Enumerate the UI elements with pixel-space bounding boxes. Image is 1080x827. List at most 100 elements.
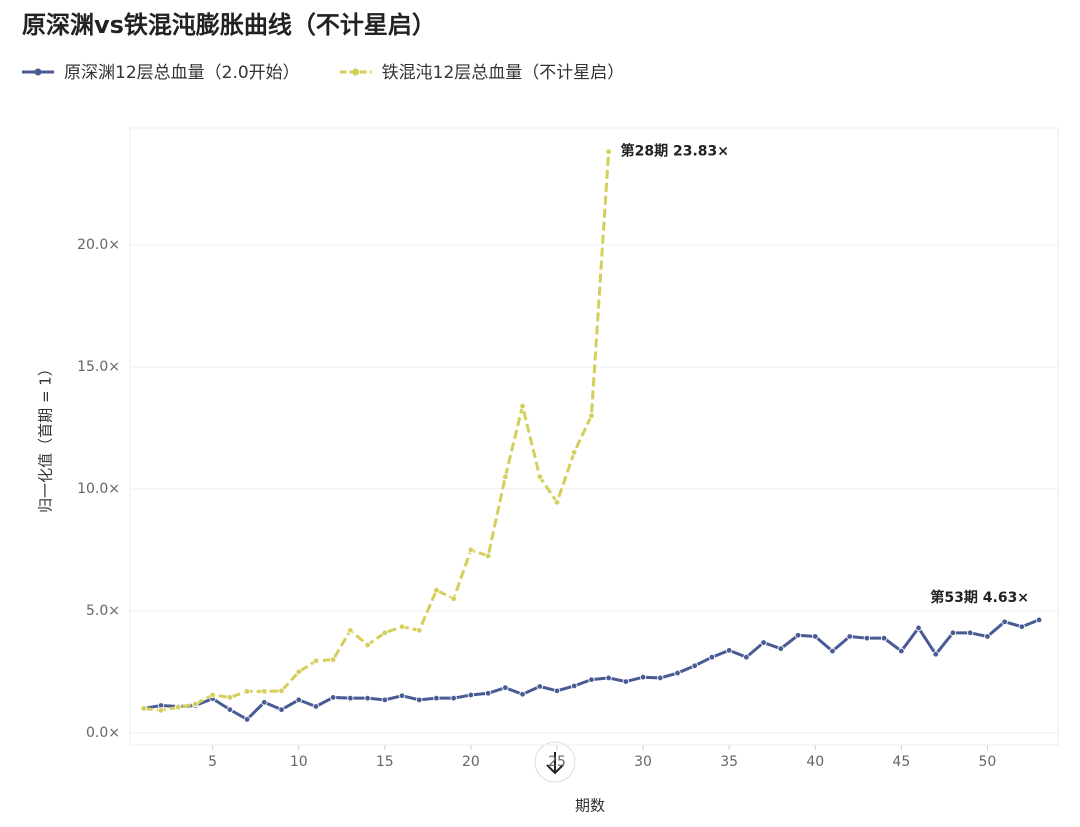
scroll-down-button[interactable] <box>534 741 576 783</box>
data-point <box>261 699 268 706</box>
data-point <box>175 703 182 711</box>
x-tick-label: 5 <box>208 754 217 770</box>
y-tick-label: 20.0× <box>77 237 120 253</box>
data-point <box>588 412 595 419</box>
data-point <box>347 694 354 702</box>
x-tick-label: 15 <box>376 754 394 770</box>
data-point <box>1018 623 1026 630</box>
y-tick-label: 0.0× <box>86 725 120 741</box>
annotation: 第53期 4.63× <box>930 589 1029 606</box>
series-line <box>143 151 611 712</box>
legend-marker <box>34 68 42 76</box>
data-point <box>157 707 165 714</box>
data-point <box>829 647 836 655</box>
data-point <box>295 668 302 676</box>
x-tick-label: 45 <box>892 754 910 770</box>
series-line <box>143 618 1040 722</box>
data-point <box>312 703 320 710</box>
x-tick-label: 25 <box>548 754 566 770</box>
data-point <box>329 656 337 663</box>
data-point <box>467 546 475 554</box>
data-point <box>553 499 561 506</box>
data-point <box>915 624 922 632</box>
data-point <box>812 633 819 640</box>
data-point <box>588 676 595 683</box>
data-point <box>467 691 475 699</box>
legend-marker <box>352 68 360 76</box>
data-point <box>1035 616 1043 624</box>
data-point <box>226 706 234 713</box>
data-point <box>725 647 733 654</box>
data-point <box>777 645 785 652</box>
x-axis-label: 期数 <box>575 797 605 815</box>
data-point <box>571 682 578 690</box>
data-point <box>691 662 698 669</box>
data-point <box>657 674 664 682</box>
data-point <box>364 694 371 702</box>
data-point <box>984 633 991 640</box>
data-point <box>519 691 526 698</box>
data-point <box>209 691 216 699</box>
annotation: 第28期 23.83× <box>621 143 729 160</box>
data-point <box>295 696 302 704</box>
data-point <box>605 148 612 155</box>
data-point <box>708 654 716 661</box>
data-point <box>932 651 939 658</box>
data-point <box>846 633 853 640</box>
legend-label: 铁混沌12层总血量（不计星启） <box>382 63 625 83</box>
data-point <box>312 657 320 665</box>
data-point <box>502 684 509 691</box>
data-point <box>536 683 543 690</box>
data-point <box>226 694 234 701</box>
legend-label: 原深渊12层总血量（2.0开始） <box>64 63 300 83</box>
data-point <box>1001 618 1008 626</box>
x-tick-label: 30 <box>634 754 652 770</box>
y-tick-label: 15.0× <box>77 359 120 375</box>
data-point <box>416 696 423 704</box>
data-point <box>416 627 423 634</box>
data-point <box>398 692 406 699</box>
data-point <box>433 586 440 594</box>
x-tick-label: 20 <box>462 754 480 770</box>
data-point <box>605 674 612 682</box>
data-point <box>243 688 251 695</box>
data-point <box>381 696 389 704</box>
data-point <box>261 688 268 695</box>
data-point <box>347 627 354 634</box>
data-point <box>502 473 509 480</box>
data-point <box>536 473 543 480</box>
data-point <box>519 402 526 410</box>
x-tick-label: 35 <box>720 754 738 770</box>
y-axis-label: 归一化值（首期 = 1） <box>37 361 55 513</box>
data-point <box>433 694 440 702</box>
data-point <box>622 678 630 685</box>
data-point <box>278 687 285 695</box>
data-point <box>450 595 457 602</box>
data-point <box>484 690 492 697</box>
data-point <box>381 629 389 637</box>
data-point <box>863 634 871 642</box>
data-point <box>192 700 199 708</box>
plot-area <box>129 127 1059 746</box>
data-point <box>898 647 905 655</box>
x-tick-label: 50 <box>978 754 996 770</box>
data-point <box>880 634 888 642</box>
chart-title: 原深渊vs铁混沌膨胀曲线（不计星启） <box>22 11 436 39</box>
data-point <box>398 623 406 630</box>
data-point <box>553 687 561 695</box>
x-tick-label: 10 <box>290 754 308 770</box>
data-point <box>243 716 251 723</box>
data-point <box>278 706 285 713</box>
data-point <box>484 552 492 560</box>
x-tick-label: 40 <box>806 754 824 770</box>
data-point <box>966 629 974 637</box>
data-point <box>639 674 647 681</box>
data-point <box>949 629 957 637</box>
data-point <box>760 639 767 646</box>
data-point <box>450 694 457 702</box>
data-point <box>794 632 802 639</box>
data-point <box>743 654 750 661</box>
data-point <box>329 694 337 701</box>
y-tick-label: 10.0× <box>77 481 120 497</box>
